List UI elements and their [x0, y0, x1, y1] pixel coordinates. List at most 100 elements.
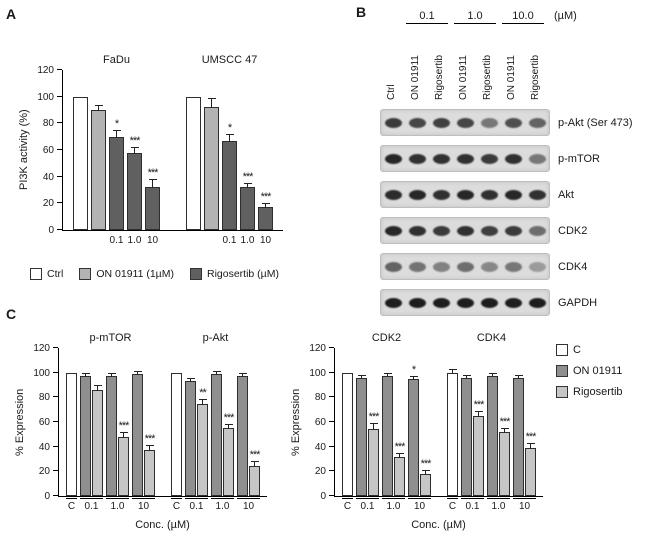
bar-rect — [171, 372, 182, 496]
western-blot-panel: 0.1 1.0 10.0 (µM) Ctrl ON 01911 Rigosertib ON 0… — [380, 10, 642, 316]
x-tick-line — [171, 498, 182, 499]
legend-item: Rigosertib (µM) — [189, 268, 279, 280]
bar-rect — [368, 429, 379, 496]
bar: *** — [144, 348, 155, 496]
significance-star: * — [227, 122, 232, 134]
bar-rect — [91, 110, 106, 230]
y-axis-label: % Expression — [290, 388, 302, 456]
error-bar — [130, 147, 139, 155]
blot-strip — [380, 145, 550, 172]
x-tick-line — [487, 498, 510, 499]
error-bar — [224, 424, 233, 429]
group-title: UMSCC 47 — [201, 54, 258, 66]
x-axis-label: Conc. (µM) — [135, 519, 190, 531]
legend-swatch — [556, 365, 568, 377]
bar — [185, 348, 196, 496]
conc-group-label: 0.1 — [406, 10, 448, 24]
blot-strip — [380, 289, 550, 316]
x-tick-line — [461, 498, 484, 499]
bar-rect — [258, 207, 273, 230]
protein-band — [408, 261, 426, 272]
error-bar — [261, 203, 270, 209]
legend-item: ON 01911 — [556, 365, 623, 377]
bar-rect — [132, 373, 143, 496]
blot-row: Akt — [380, 181, 642, 208]
bar-slot: 10 *** — [145, 70, 160, 246]
protein-band — [432, 189, 450, 200]
error-bar — [119, 431, 128, 438]
protein-band — [528, 225, 546, 236]
protein-band — [432, 225, 450, 236]
y-tick-label: 120 — [37, 65, 54, 76]
bar: *** — [499, 348, 510, 496]
blot-row-label: GAPDH — [558, 296, 598, 309]
legend-item: C — [556, 344, 623, 356]
protein-band — [432, 261, 450, 272]
bar-slot — [204, 70, 219, 230]
bar — [211, 348, 222, 496]
bar: * — [408, 348, 419, 496]
legend-swatch — [556, 344, 568, 356]
x-tick-label: 1.0 — [127, 235, 142, 246]
bar-slot: 1.0 *** — [211, 348, 234, 512]
bar-rect — [420, 473, 431, 496]
bar-slot: 1.0 *** — [127, 70, 142, 246]
blot-row: p-Akt (Ser 473) — [380, 109, 642, 136]
error-bar — [107, 373, 116, 378]
conc-group-label: 1.0 — [454, 10, 496, 24]
y-tick — [329, 495, 334, 496]
error-bar — [112, 130, 121, 138]
plot-area-wrap: p-mTOR C 0.1 1.0 *** 10 *** p-Akt C 0.1 ** 1.0 *** 10… — [58, 332, 267, 531]
protein-band — [504, 297, 522, 308]
protein-band — [456, 117, 474, 128]
y-tick — [57, 229, 62, 230]
x-tick-label: C — [448, 501, 457, 512]
bar — [237, 348, 248, 496]
bar: *** — [420, 348, 431, 496]
protein-band — [432, 153, 450, 164]
blot-row: CDK2 — [380, 217, 642, 244]
expression-chart-cdk2-cdk4: % Expression 0 20 40 60 80 100 120 CDK2 C 0.1 *** 1.… — [288, 332, 543, 531]
bar — [513, 348, 524, 496]
lane-label: ON 01911 — [410, 55, 421, 100]
blot-row-label: Akt — [558, 188, 574, 201]
bar-rect — [144, 450, 155, 496]
blot-strip — [380, 253, 550, 280]
x-tick-line — [408, 498, 431, 499]
legend-label: ON 01911 — [573, 365, 623, 377]
bar-rect — [408, 378, 419, 496]
bar — [342, 348, 353, 496]
blot-row: CDK4 — [380, 253, 642, 280]
bar-slot: C — [342, 348, 353, 512]
significance-star: ** — [199, 386, 207, 399]
bar-rect — [186, 96, 201, 230]
protein-band — [528, 261, 546, 272]
blot-row-label: p-Akt (Ser 473) — [558, 116, 633, 129]
y-axis: 0 20 40 60 80 100 120 — [304, 343, 334, 502]
error-bar — [145, 445, 154, 452]
error-bar — [488, 373, 497, 378]
error-bar — [198, 398, 207, 405]
y-axis-label: PI3K activity (%) — [18, 109, 30, 191]
error-bar — [409, 375, 418, 380]
y-tick — [329, 470, 334, 472]
bar-slot: C — [66, 348, 77, 512]
bar-rect — [342, 372, 353, 496]
error-bar — [369, 423, 378, 431]
blot-conc-header: 0.1 1.0 10.0 (µM) — [380, 10, 642, 26]
protein-band — [432, 117, 450, 128]
bar-rect — [80, 376, 91, 496]
protein-band — [480, 297, 498, 308]
x-tick-label: 0.1 — [360, 501, 375, 512]
error-bar — [225, 134, 234, 142]
bar-rect — [106, 376, 117, 496]
y-tick — [329, 421, 334, 422]
pi3k-activity-chart: PI3K activity (%) 0 20 40 60 80 100 120 FaDu 0.1 *… — [16, 54, 283, 246]
significance-star: *** — [242, 171, 254, 184]
bar — [91, 70, 106, 230]
bar-rect — [356, 377, 367, 496]
x-tick-line — [447, 498, 458, 499]
y-tick — [53, 396, 58, 398]
conc-group-label: 10.0 — [502, 10, 544, 24]
